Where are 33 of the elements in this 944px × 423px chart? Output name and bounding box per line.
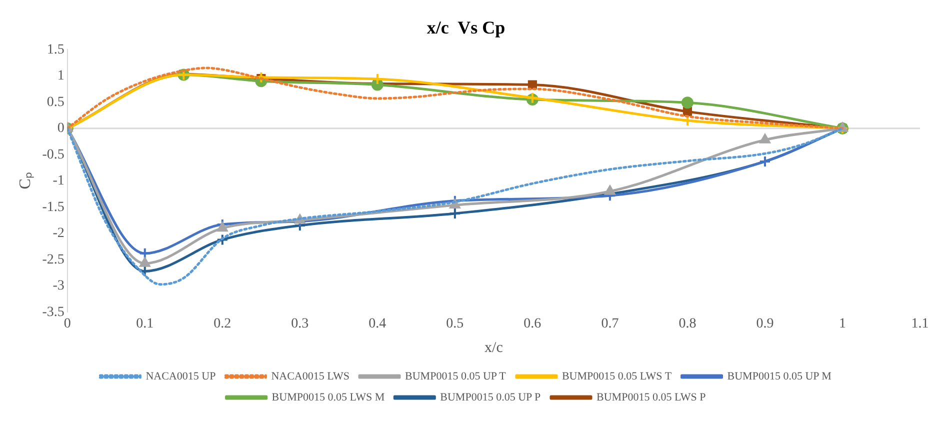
y-tick-label: 1: [57, 68, 64, 84]
legend-label: BUMP0015 0.05 UP P: [440, 391, 541, 404]
x-tick-label: 0.3: [291, 316, 309, 332]
legend-label: BUMP0015 0.05 LWS M: [272, 391, 385, 404]
x-tick-label: 1.1: [911, 316, 929, 332]
y-tick-label: -1.5: [42, 200, 64, 215]
x-axis-title: x/c: [484, 340, 504, 356]
y-tick-label: 0.5: [46, 94, 64, 110]
y-tick-label: -2: [52, 226, 64, 242]
y-tick-label: -2.5: [42, 252, 64, 268]
y-tick-label: -0.5: [42, 147, 64, 162]
x-tick-label: 0.2: [214, 316, 232, 332]
x-tick-label: 1: [838, 316, 846, 332]
legend-label: BUMP0015 0.05 LWS T: [562, 370, 672, 382]
legend-label: BUMP0015 0.05 UP M: [727, 370, 832, 382]
y-axis-title: Cₚ: [16, 172, 34, 190]
x-tick-label: 0.5: [446, 316, 464, 332]
x-tick-label: 0.6: [524, 316, 542, 332]
x-tick-label: 0.9: [756, 316, 774, 332]
legend-label: BUMP0015 0.05 LWS P: [596, 391, 706, 404]
x-tick-label: 0.1: [136, 316, 154, 332]
legend-label: NACA0015 UP: [146, 370, 216, 382]
y-tick-label: -3.5: [42, 304, 64, 320]
legend-label: BUMP0015 0.05 UP T: [405, 370, 506, 382]
chart-title: x/c Vs Cp: [426, 17, 506, 38]
x-tick-label: 0.7: [601, 316, 619, 332]
y-tick-label: -3: [52, 278, 64, 294]
y-tick-label: 1.5: [46, 42, 64, 58]
x-tick-label: 0.4: [368, 316, 386, 332]
x-tick-label: 0.8: [678, 316, 696, 332]
y-tick-label: 0: [57, 121, 64, 136]
y-tick-label: -1: [52, 174, 64, 189]
legend-label: NACA0015 LWS: [271, 370, 350, 382]
